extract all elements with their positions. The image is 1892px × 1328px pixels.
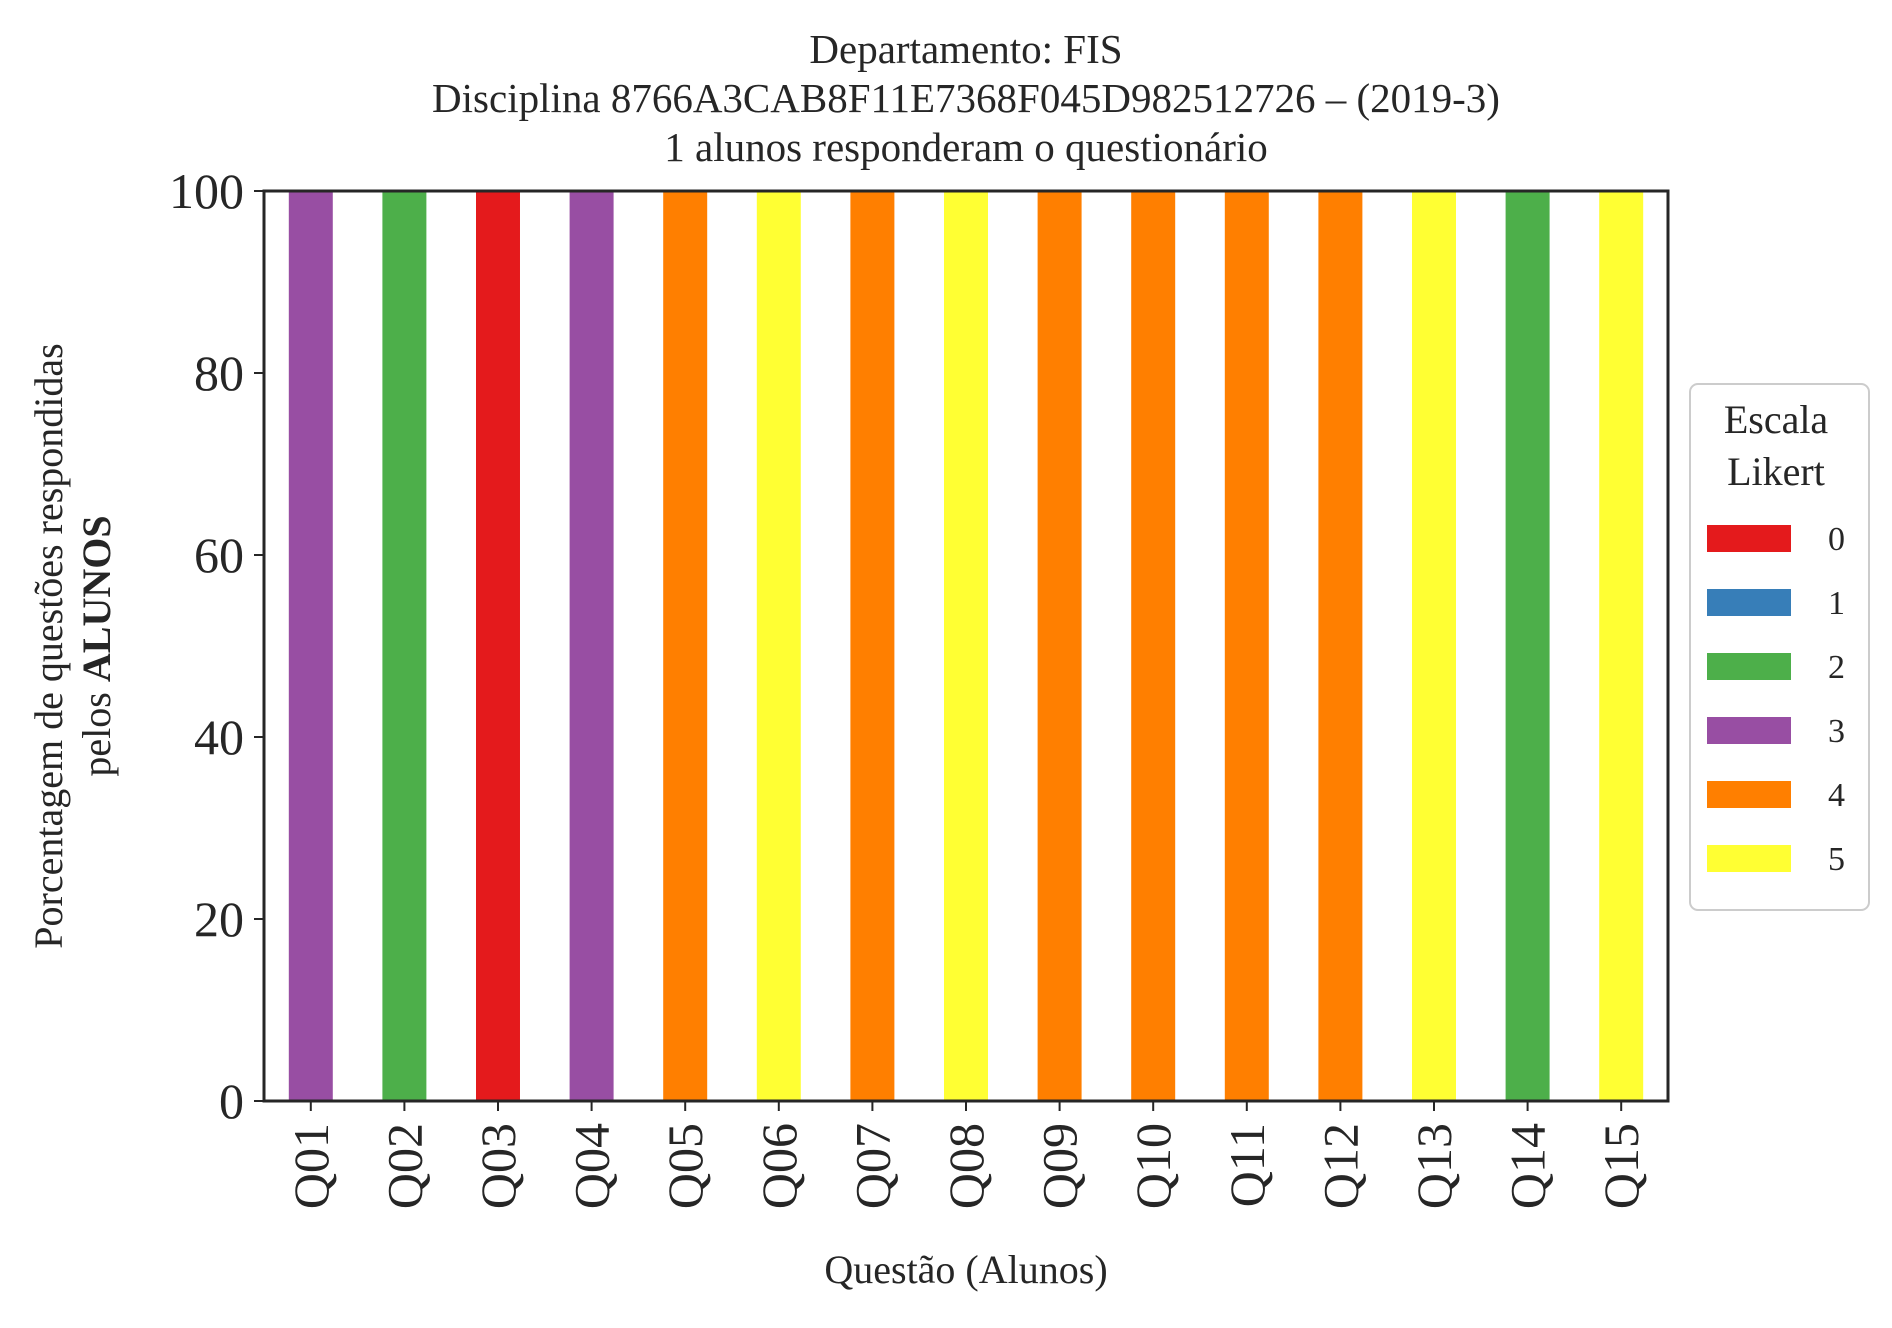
x-tick-label-q15: Q15 [1593,1123,1649,1209]
x-tick-label-q06: Q06 [751,1123,807,1209]
bar-q09-likert-4 [1037,191,1082,1101]
y-tick-label-80: 80 [194,345,244,401]
y-axis-label-line-1: Porcentagem de questões respondidas [26,343,71,948]
y-axis-ticks: 0 20 40 60 80 100 [169,163,264,1129]
bar-q04-likert-3 [569,191,614,1101]
y-tick-label-40: 40 [194,709,244,765]
legend-label-2: 2 [1828,649,1845,686]
legend-swatch-3 [1707,717,1791,744]
x-tick-label-q03: Q03 [470,1123,526,1209]
bar-q02-likert-2 [382,191,427,1101]
legend-box [1689,383,1870,911]
x-axis-ticks: Q01 Q02 Q03 Q04 Q05 Q06 Q07 Q08 Q09 Q10 Q11 Q12 Q13 Q… [283,1101,1649,1209]
legend-label-3: 3 [1828,713,1845,750]
y-axis-label: Porcentagem de questões respondidas pelos… [26,343,119,948]
y-tick-label-0: 0 [219,1073,244,1129]
y-axis-label-prefix: pelos [74,682,119,776]
bar-q06-likert-5 [756,191,801,1101]
legend-swatch-0 [1707,525,1791,552]
x-tick-label-q01: Q01 [283,1123,339,1209]
bar-q10-likert-4 [1131,191,1176,1101]
legend-title-line-1: Escala [1724,397,1829,442]
title-line-1: Departamento: FIS [809,26,1122,72]
bar-q11-likert-4 [1224,191,1269,1101]
x-tick-label-q04: Q04 [564,1123,620,1209]
y-tick-label-20: 20 [194,891,244,947]
y-tick-label-60: 60 [194,527,244,583]
bar-q05-likert-4 [663,191,708,1101]
legend-label-0: 0 [1828,521,1845,558]
x-tick-label-q10: Q10 [1125,1123,1181,1209]
bars [288,191,1644,1101]
bar-q14-likert-2 [1505,191,1550,1101]
legend-swatch-1 [1707,589,1791,616]
x-tick-label-q11: Q11 [1219,1123,1275,1207]
legend-swatch-2 [1707,653,1791,680]
x-tick-label-q05: Q05 [657,1123,713,1209]
bar-q12-likert-4 [1318,191,1363,1101]
bar-q01-likert-3 [288,191,333,1101]
legend-label-1: 1 [1828,585,1845,622]
legend-swatch-5 [1707,845,1791,872]
y-axis-label-line-2: pelos ALUNOS [74,515,119,776]
x-tick-label-q12: Q12 [1312,1123,1368,1209]
y-tick-label-100: 100 [169,163,244,219]
x-axis-label: Questão (Alunos) [824,1247,1107,1292]
legend-label-5: 5 [1828,841,1845,878]
title-line-3: 1 alunos responderam o questionário [664,124,1267,170]
bar-q13-likert-5 [1412,191,1456,1101]
bar-q15-likert-5 [1599,191,1644,1101]
legend-title-line-2: Likert [1727,449,1825,494]
bar-q07-likert-4 [850,191,895,1101]
plot-frame [262,189,1670,1103]
bar-q03-likert-0 [476,191,520,1101]
x-tick-label-q02: Q02 [376,1123,432,1209]
y-axis-label-bold: ALUNOS [74,515,119,682]
x-tick-label-q14: Q14 [1500,1123,1556,1209]
legend-label-4: 4 [1828,777,1845,814]
title-line-2: Disciplina 8766A3CAB8F11E7368F045D982512… [432,75,1500,121]
bar-q08-likert-5 [944,191,988,1101]
x-tick-label-q13: Q13 [1406,1123,1462,1209]
legend-swatch-4 [1707,781,1791,808]
x-tick-label-q07: Q07 [844,1123,900,1209]
x-tick-label-q09: Q09 [1032,1123,1088,1209]
x-tick-label-q08: Q08 [938,1123,994,1209]
